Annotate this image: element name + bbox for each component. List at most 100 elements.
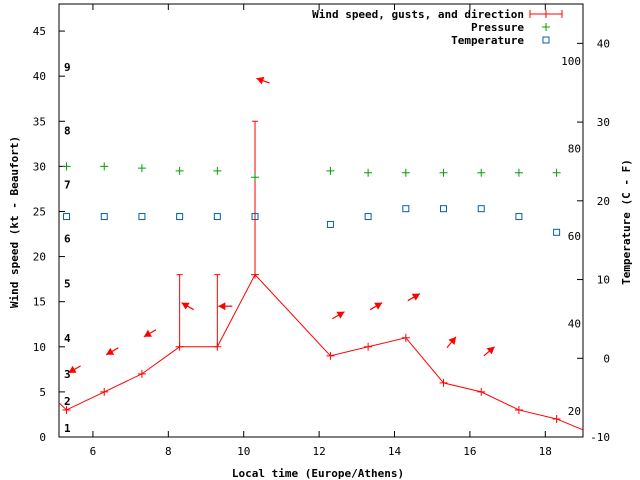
temperature-point [515, 213, 523, 221]
temperature-point [63, 213, 71, 221]
temperature-point [176, 213, 184, 221]
arrow-head [218, 302, 226, 311]
beaufort-label: 9 [64, 61, 71, 74]
beaufort-label: 6 [64, 233, 71, 246]
pressure-point [439, 168, 448, 177]
pressure-point [100, 162, 109, 171]
beaufort-label: 7 [64, 178, 71, 191]
temperature-point [213, 213, 221, 221]
temperature-point [402, 205, 410, 213]
wind-direction-arrow [143, 329, 157, 338]
beaufort-label: 8 [64, 124, 71, 137]
fahrenheit-label: 60 [568, 230, 581, 243]
series-marks [58, 76, 584, 431]
x-tick-label: 10 [237, 445, 250, 458]
y-right-tick-label: 10 [597, 274, 610, 287]
y-axis-right-label: Temperature (C - F) [620, 159, 633, 285]
arrow-head [374, 302, 383, 310]
y-right-tick-label: -10 [590, 431, 610, 444]
arrow-head [68, 365, 77, 373]
beaufort-scale: 1 2 3 4 5 6 7 8 9 [64, 61, 71, 435]
wind-direction-arrow [407, 293, 421, 302]
arrow-head [143, 329, 152, 337]
wind-speed-point [100, 387, 109, 396]
wind-direction-arrow [105, 347, 119, 356]
x-tick-label: 6 [90, 445, 97, 458]
x-tick-label: 14 [388, 445, 402, 458]
temperature-point [477, 205, 485, 213]
arrow-head [336, 311, 345, 319]
beaufort-label: 4 [64, 332, 71, 345]
temperature-point [100, 213, 108, 221]
beaufort-label: 2 [64, 395, 71, 408]
y-left-tick-label: 5 [39, 386, 46, 399]
temperature-point [251, 213, 259, 221]
wind-direction-arrow [181, 302, 194, 311]
legend-label: Temperature [451, 34, 524, 47]
y-axis-left-label: Wind speed (kt - Beaufort) [8, 136, 21, 308]
arrow-head [181, 302, 190, 310]
wind-speed-point [477, 387, 486, 396]
y-left-tick-label: 35 [33, 115, 46, 128]
fahrenheit-label: 40 [568, 317, 581, 330]
wind-direction-arrow [483, 346, 495, 357]
y-left-tick-label: 10 [33, 341, 46, 354]
pressure-point [175, 166, 184, 175]
axis-ticks: 6 8 10 12 14 16 18051015202530354045-100102030… [33, 4, 610, 458]
wind-direction-arrow [256, 76, 270, 85]
wind-speed-line [58, 273, 584, 431]
y-left-tick-label: 40 [33, 70, 46, 83]
pressure-point [477, 168, 486, 177]
wind-speed-point [401, 333, 410, 342]
wind-gust-bar [214, 274, 221, 347]
temperature-point [364, 213, 372, 221]
temperature-point [326, 220, 334, 228]
wind-speed-point [514, 405, 523, 414]
fahrenheit-label: 20 [568, 405, 581, 418]
wind-speed-point [326, 351, 335, 360]
legend-swatch-pressure [542, 23, 550, 31]
x-tick-label: 8 [165, 445, 172, 458]
wind-gust-bar [252, 120, 259, 275]
wind-direction-arrow [446, 336, 457, 349]
wind-speed-point [62, 405, 71, 414]
x-tick-label: 12 [312, 445, 325, 458]
pressure-point [62, 162, 71, 171]
pressure-point [364, 168, 373, 177]
y-left-tick-label: 15 [33, 296, 46, 309]
fahrenheit-label: 100 [561, 55, 581, 68]
fahrenheit-scale: 20 40 60 80 100 [561, 55, 581, 418]
y-right-tick-label: 30 [597, 116, 610, 129]
x-axis-label: Local time (Europe/Athens) [232, 467, 404, 480]
y-right-tick-label: 20 [597, 195, 610, 208]
plot-frame [58, 3, 584, 438]
wind-direction-arrow [332, 311, 345, 320]
pressure-point [401, 168, 410, 177]
temperature-point [440, 205, 448, 213]
legend-label: Pressure [471, 21, 524, 34]
arrow-head [256, 76, 265, 85]
y-left-tick-label: 25 [33, 205, 46, 218]
wind-direction-arrow [369, 302, 383, 311]
wind-speed-point [439, 378, 448, 387]
wind-gust-bar [176, 274, 183, 347]
pressure-point [326, 166, 335, 175]
legend-swatch-wind [529, 10, 563, 18]
arrow-head [411, 293, 420, 301]
chart-legend: Wind speed, gusts, and directionPressure… [312, 8, 563, 47]
y-left-tick-label: 0 [39, 431, 46, 444]
wind-direction-arrow [218, 302, 233, 311]
x-tick-label: 18 [539, 445, 552, 458]
plot-border [58, 3, 584, 438]
y-right-tick-label: 40 [597, 37, 610, 50]
beaufort-label: 1 [64, 422, 71, 435]
fahrenheit-label: 80 [568, 142, 581, 155]
arrow-head [486, 346, 495, 355]
arrow-head [106, 347, 115, 355]
beaufort-label: 3 [64, 368, 71, 381]
arrow-head [448, 336, 457, 345]
y-right-tick-label: 0 [603, 352, 610, 365]
legend-swatch-temperature [542, 36, 550, 44]
legend-label: Wind speed, gusts, and direction [312, 8, 524, 21]
